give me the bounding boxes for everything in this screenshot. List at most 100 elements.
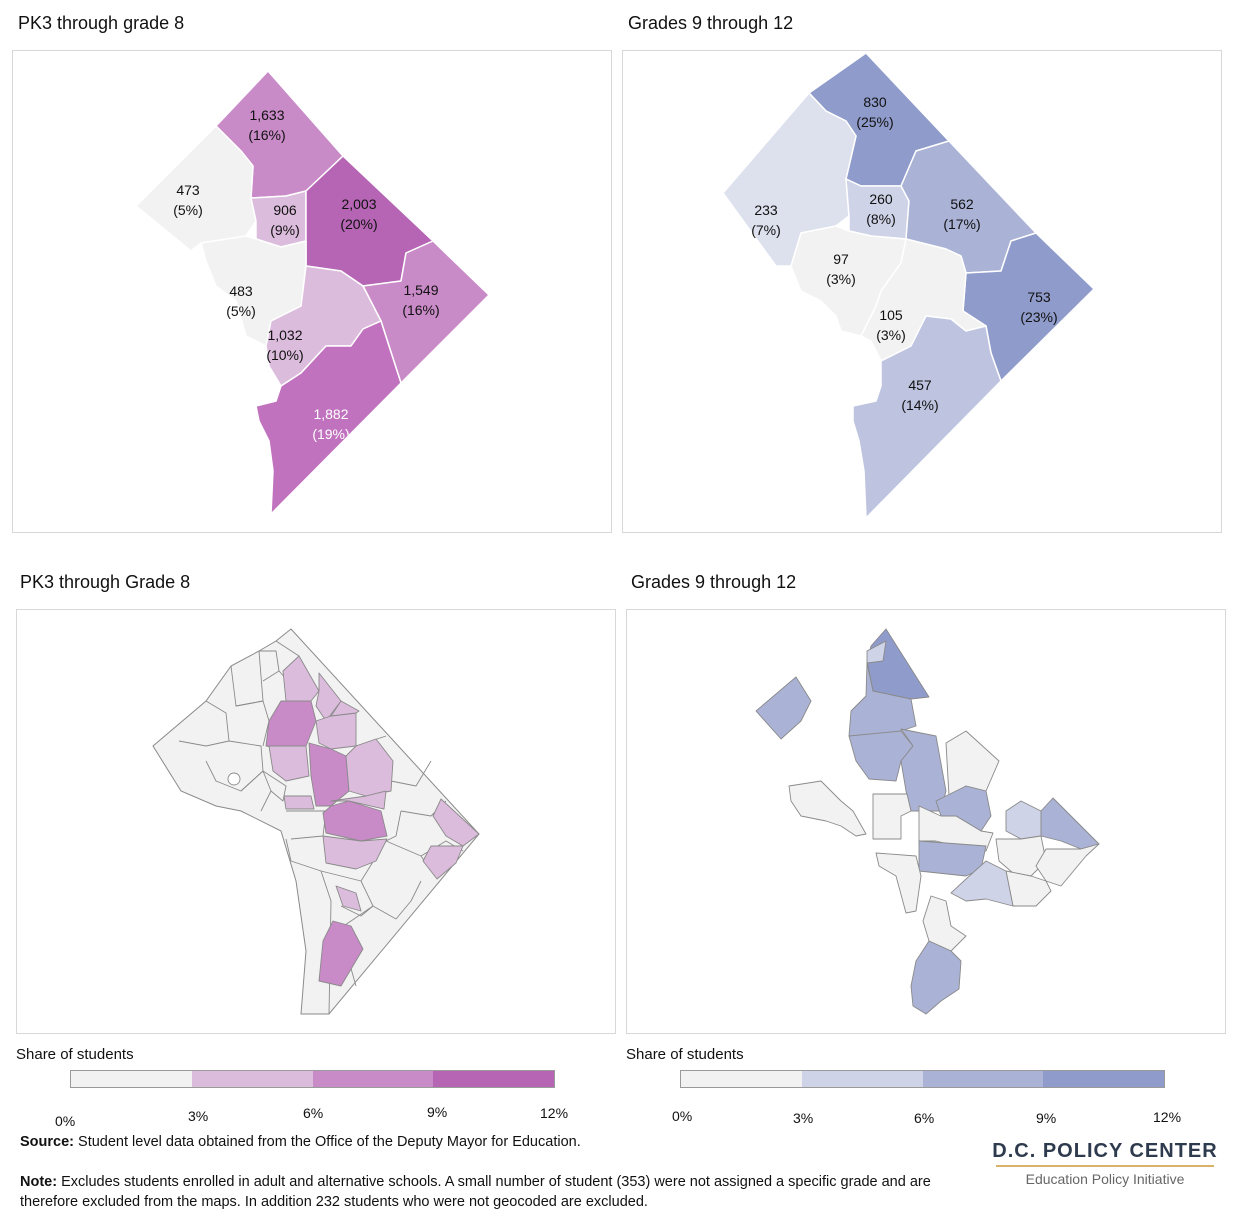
bottom-right-map xyxy=(626,609,1226,1034)
map-label-pct: (10%) xyxy=(266,347,303,363)
neighborhood-region xyxy=(866,640,887,664)
neighborhood-region xyxy=(875,852,922,914)
map-label-count: 830 xyxy=(863,94,887,110)
map-label-count: 457 xyxy=(908,377,932,393)
map-label-pct: (25%) xyxy=(856,114,893,130)
bottom-left-map xyxy=(16,609,616,1034)
neighborhood-region xyxy=(1040,797,1100,850)
left-legend-bar xyxy=(70,1070,555,1088)
neighborhood-region xyxy=(335,885,362,912)
map-label-count: 1,633 xyxy=(249,107,284,123)
map-label-pct: (9%) xyxy=(270,222,300,238)
neighborhood-region xyxy=(268,745,310,782)
top-right-map: 830 (25%) 233 (7%) 260 (8%) 562 (17%) 97 (3%) 753 (… xyxy=(622,50,1222,533)
ward-region xyxy=(722,92,857,267)
map-label-pct: (19%) xyxy=(312,426,349,442)
left-legend-tick-0: 0% xyxy=(55,1113,76,1129)
ward-region xyxy=(250,190,307,248)
map-label-count: 2,003 xyxy=(341,196,376,212)
top-right-map-svg: 830 (25%) 233 (7%) 260 (8%) 562 (17%) 97 (3%) 753 (… xyxy=(722,52,1095,519)
methodology-note: Note: Excludes students enrolled in adul… xyxy=(20,1172,940,1212)
map-label-count: 483 xyxy=(229,283,253,299)
map-label-count: 753 xyxy=(1027,289,1051,305)
source-note: Source: Student level data obtained from… xyxy=(20,1134,581,1150)
legend-swatch xyxy=(312,1071,434,1087)
neighborhood-region xyxy=(755,676,812,740)
left-legend-tick-3: 3% xyxy=(188,1108,209,1124)
right-legend-tick-3: 3% xyxy=(793,1110,814,1126)
neighborhood-region xyxy=(872,793,912,840)
top-left-map: 1,633 (16%) 473 (5%) 906 (9%) 2,003 (20%) 483 (5%… xyxy=(12,50,612,533)
ward-region xyxy=(852,315,1002,519)
left-legend-tick-6: 6% xyxy=(303,1105,324,1121)
neighborhood-region xyxy=(922,895,967,952)
map-label-pct: (8%) xyxy=(866,211,896,227)
right-legend-tick-6: 6% xyxy=(914,1110,935,1126)
map-label-count: 1,882 xyxy=(313,406,348,422)
map-label-count: 97 xyxy=(833,251,849,267)
left-legend-tick-12: 12% xyxy=(540,1105,569,1121)
source-text: Student level data obtained from the Off… xyxy=(74,1134,581,1150)
neighborhood-region xyxy=(910,940,962,1015)
map-label-pct: (7%) xyxy=(751,222,781,238)
right-legend-title: Share of students xyxy=(626,1046,744,1063)
neighborhood-region xyxy=(330,700,360,717)
map-label-pct: (3%) xyxy=(826,271,856,287)
neighborhood-region xyxy=(330,790,387,810)
map-label-count: 260 xyxy=(869,191,893,207)
map-label-pct: (3%) xyxy=(876,327,906,343)
map-label-pct: (20%) xyxy=(340,216,377,232)
note-text: Excludes students enrolled in adult and … xyxy=(20,1174,931,1210)
legend-swatch xyxy=(433,1071,554,1087)
map-label-count: 1,549 xyxy=(403,282,438,298)
legend-swatch xyxy=(801,1071,923,1087)
brand-logo: D.C. POLICY CENTER Education Policy Init… xyxy=(990,1140,1220,1187)
left-legend-tick-9: 9% xyxy=(427,1104,448,1120)
bottom-left-map-title: PK3 through Grade 8 xyxy=(20,572,191,592)
note-label: Note: xyxy=(20,1174,58,1190)
left-legend-title: Share of students xyxy=(16,1046,134,1063)
map-label-count: 473 xyxy=(176,182,200,198)
landmark-circle xyxy=(227,772,241,786)
map-label-pct: (17%) xyxy=(943,216,980,232)
top-left-map-title: PK3 through grade 8 xyxy=(18,13,185,33)
map-label-pct: (16%) xyxy=(402,302,439,318)
top-left-map-svg: 1,633 (16%) 473 (5%) 906 (9%) 2,003 (20%) 483 (5%… xyxy=(135,70,490,515)
neighborhood-region xyxy=(1035,843,1100,887)
neighborhood-region xyxy=(322,835,388,870)
ward-region xyxy=(255,320,402,515)
map-label-count: 233 xyxy=(754,202,778,218)
brand-name: D.C. POLICY CENTER xyxy=(992,1140,1218,1162)
neighborhood-region xyxy=(788,780,867,837)
neighborhood-region xyxy=(950,860,1014,907)
ward-region xyxy=(845,178,910,240)
neighborhood-region xyxy=(432,798,480,847)
neighborhood-region xyxy=(318,920,364,987)
map-label-count: 1,032 xyxy=(267,327,302,343)
legend-swatch xyxy=(922,1071,1044,1087)
map-label-pct: (23%) xyxy=(1020,309,1057,325)
map-label-count: 105 xyxy=(879,307,903,323)
brand-rule xyxy=(996,1165,1214,1167)
bottom-left-map-svg xyxy=(152,628,480,1015)
neighborhood-region xyxy=(1005,800,1042,840)
neighborhood-region xyxy=(283,795,315,810)
map-label-pct: (5%) xyxy=(226,303,256,319)
brand-subtitle: Education Policy Initiative xyxy=(1025,1171,1185,1187)
legend-swatch xyxy=(71,1071,192,1087)
bottom-right-map-title: Grades 9 through 12 xyxy=(631,572,797,592)
neighborhood-region xyxy=(308,742,350,807)
legend-swatch xyxy=(1043,1071,1164,1087)
right-legend-tick-0: 0% xyxy=(672,1108,693,1124)
neighborhood-region xyxy=(918,805,994,852)
right-legend-tick-9: 9% xyxy=(1036,1110,1057,1126)
neighborhood-region xyxy=(422,845,464,880)
legend-swatch xyxy=(191,1071,313,1087)
neighborhood-region xyxy=(848,730,914,782)
neighborhood-region xyxy=(945,730,1000,797)
top-right-map-title: Grades 9 through 12 xyxy=(628,13,794,33)
map-label-pct: (16%) xyxy=(248,127,285,143)
neighborhood-region xyxy=(315,672,342,722)
map-label-count: 906 xyxy=(273,202,297,218)
right-legend-tick-12: 12% xyxy=(1153,1109,1182,1125)
